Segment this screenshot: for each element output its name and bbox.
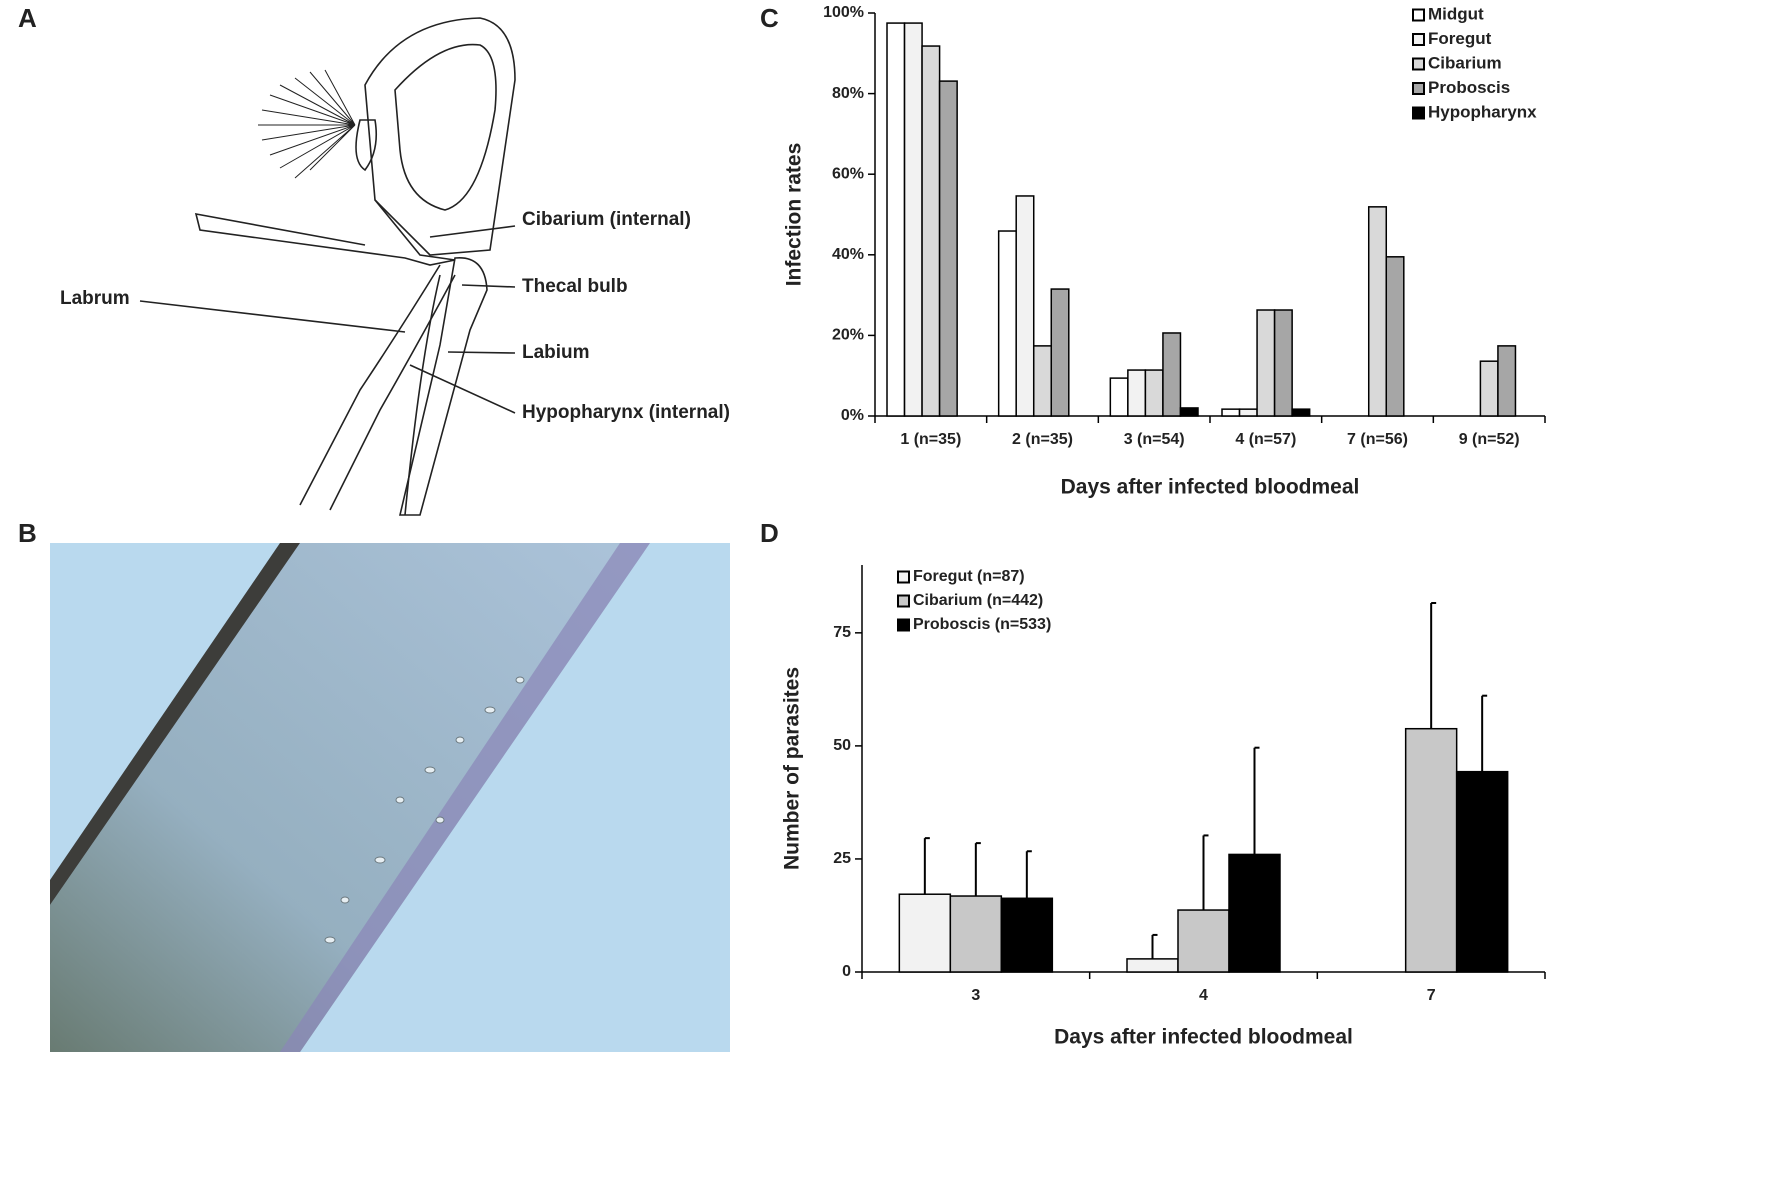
y-tick-label: 25 bbox=[833, 850, 851, 867]
bar bbox=[1177, 909, 1230, 973]
bar bbox=[1127, 369, 1147, 417]
legend-swatch bbox=[1412, 33, 1425, 46]
x-axis-title: Days after infected bloodmeal bbox=[1061, 476, 1360, 499]
y-tick-label: 100% bbox=[823, 4, 864, 21]
y-tick-label: 0% bbox=[841, 407, 864, 424]
bar bbox=[1179, 407, 1199, 417]
annotation: Labrum bbox=[60, 288, 130, 309]
legend-label: Midgut bbox=[1428, 4, 1484, 23]
bar bbox=[1385, 256, 1405, 417]
x-tick-label: 4 bbox=[1199, 987, 1208, 1004]
x-tick-label: 7 bbox=[1427, 987, 1436, 1004]
bar bbox=[1228, 853, 1281, 973]
mouthpart-diagram bbox=[139, 17, 516, 516]
y-axis-title: Number of parasites bbox=[781, 667, 804, 870]
bar bbox=[938, 80, 958, 417]
legend-label: Proboscis (n=533) bbox=[913, 616, 1051, 633]
bar bbox=[1455, 770, 1509, 973]
panel-letter: A bbox=[18, 3, 37, 33]
bar bbox=[1367, 206, 1388, 417]
annotation: Cibarium (internal) bbox=[522, 209, 691, 230]
bar bbox=[903, 22, 923, 417]
bar bbox=[886, 22, 906, 417]
x-axis-title: Days after infected bloodmeal bbox=[1054, 1026, 1353, 1049]
legend-label: Foregut bbox=[1428, 29, 1492, 48]
legend-swatch bbox=[1412, 106, 1425, 120]
y-tick-label: 75 bbox=[833, 624, 851, 641]
bar bbox=[1144, 369, 1164, 417]
y-tick-label: 80% bbox=[832, 85, 864, 102]
micrograph bbox=[50, 543, 730, 1052]
bar bbox=[1162, 332, 1182, 417]
bar bbox=[1126, 958, 1179, 973]
bar bbox=[898, 893, 952, 973]
panel-letter: C bbox=[760, 3, 779, 33]
annotation: Thecal bulb bbox=[522, 276, 628, 297]
bar bbox=[1404, 727, 1458, 973]
annotation: Hypopharynx (internal) bbox=[522, 402, 730, 423]
x-tick-label: 7 (n=56) bbox=[1347, 431, 1408, 448]
bar bbox=[1000, 897, 1054, 973]
annotation: Labium bbox=[522, 342, 590, 363]
y-tick-label: 50 bbox=[833, 737, 851, 754]
bar bbox=[997, 230, 1017, 417]
bar bbox=[1221, 408, 1241, 417]
legend-label: Proboscis bbox=[1428, 78, 1510, 97]
legend-label: Cibarium (n=442) bbox=[913, 592, 1043, 609]
bar bbox=[1497, 345, 1517, 417]
legend-label: Foregut (n=87) bbox=[913, 568, 1025, 585]
legend-swatch bbox=[897, 570, 910, 584]
x-tick-label: 1 (n=35) bbox=[900, 431, 961, 448]
bar bbox=[1015, 195, 1035, 417]
y-axis-title: Infection rates bbox=[783, 143, 806, 287]
x-tick-label: 3 bbox=[971, 987, 980, 1004]
legend-label: Cibarium bbox=[1428, 53, 1502, 72]
legend-swatch bbox=[1412, 57, 1425, 71]
bar bbox=[1109, 377, 1129, 417]
legend-label: Hypopharynx bbox=[1428, 102, 1537, 121]
legend-swatch bbox=[897, 594, 910, 608]
legend-swatch bbox=[1412, 8, 1425, 22]
bar bbox=[1479, 360, 1499, 417]
bar bbox=[949, 895, 1003, 973]
y-tick-label: 40% bbox=[832, 246, 864, 263]
bar bbox=[1238, 408, 1258, 417]
x-tick-label: 2 (n=35) bbox=[1012, 431, 1073, 448]
x-tick-label: 9 (n=52) bbox=[1459, 431, 1520, 448]
panel-letter: B bbox=[18, 518, 37, 548]
bar bbox=[921, 45, 941, 417]
y-tick-label: 0 bbox=[842, 963, 851, 980]
y-tick-label: 20% bbox=[832, 327, 864, 344]
x-tick-label: 3 (n=54) bbox=[1124, 431, 1185, 448]
x-tick-label: 4 (n=57) bbox=[1235, 431, 1296, 448]
bar bbox=[1032, 345, 1053, 417]
legend-swatch bbox=[897, 618, 910, 632]
bar bbox=[1050, 288, 1070, 417]
panel-letter: D bbox=[760, 518, 779, 548]
y-tick-label: 60% bbox=[832, 165, 864, 182]
bar bbox=[1291, 408, 1311, 417]
bar bbox=[1256, 309, 1276, 417]
legend-swatch bbox=[1412, 82, 1425, 95]
bar bbox=[1273, 309, 1293, 417]
